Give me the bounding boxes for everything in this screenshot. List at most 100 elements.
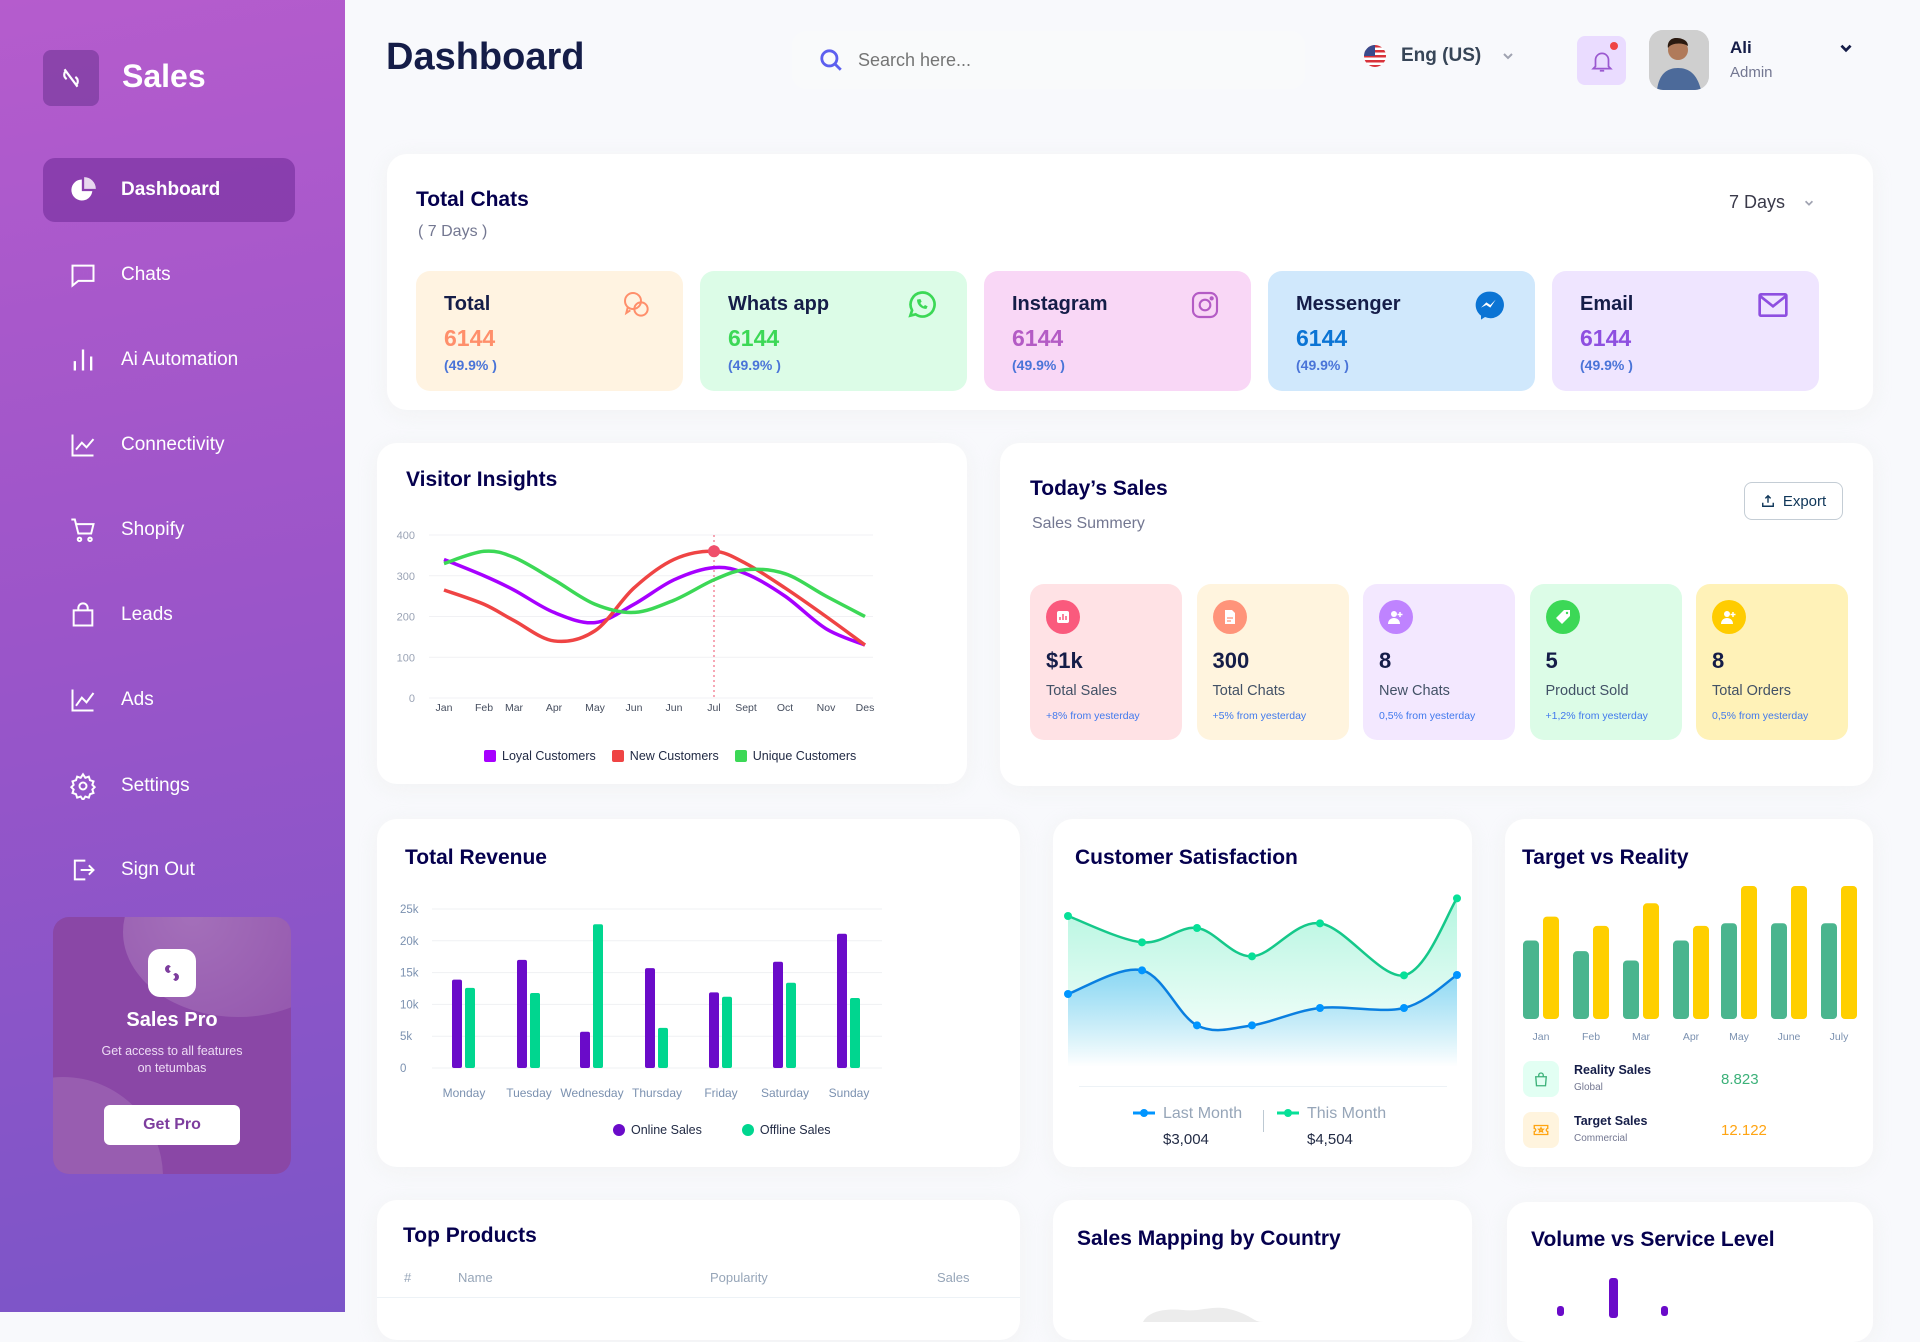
x-tick-label: Nov — [817, 702, 836, 714]
target-vs-reality-panel: Target vs Reality Jan Feb Mar Apr May June Jul… — [1505, 819, 1873, 1167]
tag-icon — [1545, 600, 1580, 634]
legend-item: Last Month — [1133, 1105, 1242, 1123]
sales-stat-label: Total Chats — [1212, 683, 1286, 699]
sidebar-item-connectivity[interactable]: Connectivity — [43, 413, 295, 477]
chat-stat-card-messenger[interactable]: Messenger 6144 (49.9% ) — [1268, 271, 1535, 391]
promo-title: Sales Pro — [126, 1009, 218, 1031]
bar-target-sales — [1593, 925, 1609, 1019]
x-tick-label: Apr — [1683, 1031, 1700, 1043]
sales-stat-change: 0,5% from yesterday — [1712, 710, 1809, 722]
x-tick-label: Apr — [546, 702, 563, 714]
x-tick-label: July — [1830, 1031, 1849, 1043]
whatsapp-icon — [905, 289, 937, 321]
legend-label: Last Month — [1163, 1105, 1243, 1122]
x-tick-label: May — [1729, 1031, 1750, 1043]
messenger-icon — [1473, 289, 1505, 321]
legend-dot — [613, 1124, 625, 1136]
data-point — [1316, 1004, 1324, 1012]
data-point — [1193, 924, 1201, 932]
export-button[interactable]: Export — [1744, 482, 1843, 520]
area-fill — [1068, 969, 1457, 1067]
bar-offline-sales — [850, 998, 860, 1068]
bar-online-sales — [837, 933, 847, 1068]
sales-stat-card-total-sales[interactable]: $1k Total Sales +8% from yesterday — [1030, 584, 1182, 740]
search-input[interactable] — [858, 49, 1278, 71]
language-label: Eng (US) — [1401, 45, 1482, 66]
logo-icon — [63, 68, 79, 88]
data-point — [1064, 912, 1072, 920]
add-user-icon — [1379, 600, 1413, 634]
sales-stat-label: Total Sales — [1046, 683, 1117, 699]
sales-stat-label: Total Orders — [1712, 683, 1791, 699]
data-point — [1064, 990, 1072, 998]
sidebar-item-sign-out[interactable]: Sign Out — [43, 838, 295, 902]
legend-label: Loyal Customers — [502, 749, 596, 763]
chat-stat-percent: (49.9% ) — [728, 357, 781, 373]
chat-stat-percent: (49.9% ) — [1012, 357, 1065, 373]
page-title: Dashboard — [386, 36, 585, 78]
sidebar-item-settings[interactable]: Settings — [43, 754, 295, 818]
sales-stat-card-product-sold[interactable]: 5 Product Sold +1,2% from yesterday — [1529, 584, 1682, 740]
us-flag-icon — [1364, 45, 1386, 67]
chat-stat-value: 6144 — [444, 325, 496, 351]
customer-satisfaction-title: Customer Satisfaction — [1075, 846, 1298, 869]
series-line-new-customers — [443, 549, 867, 647]
bar-online-sales — [645, 968, 655, 1068]
divider — [1079, 1086, 1447, 1087]
bar-offline-sales — [465, 987, 475, 1068]
sidebar-item-ai-automation[interactable]: Ai Automation — [43, 328, 295, 392]
range-select[interactable]: 7 Days — [1729, 192, 1815, 213]
sales-mapping-title: Sales Mapping by Country — [1077, 1227, 1341, 1250]
sidebar-item-chats[interactable]: Chats — [43, 243, 295, 307]
chat-stat-card-whats-app[interactable]: Whats app 6144 (49.9% ) — [700, 271, 967, 391]
document-icon — [1212, 600, 1247, 634]
chat-stat-card-instagram[interactable]: Instagram 6144 (49.9% ) — [984, 271, 1251, 391]
x-tick-label: Saturday — [761, 1086, 809, 1100]
bar-online-sales — [580, 1031, 590, 1068]
bar-reality-sales — [1573, 951, 1589, 1019]
highlight-point[interactable] — [708, 545, 720, 558]
pie-chart-icon — [67, 174, 99, 206]
data-point — [1453, 971, 1461, 979]
get-pro-button[interactable]: Get Pro — [104, 1105, 240, 1145]
bar-offline-sales — [658, 1027, 668, 1068]
sidebar-item-leads[interactable]: Leads — [43, 583, 295, 647]
sidebar-item-dashboard[interactable]: Dashboard — [43, 158, 295, 222]
sidebar-item-label: Connectivity — [121, 434, 225, 455]
sales-stat-card-total-chats[interactable]: 300 Total Chats +5% from yesterday — [1196, 584, 1349, 740]
bar-report-icon — [1046, 600, 1080, 634]
legend-label: Online Sales — [631, 1123, 702, 1137]
volume-bar — [1609, 1278, 1618, 1318]
divider — [1263, 1110, 1264, 1132]
cart-icon — [67, 514, 99, 546]
volume-bar — [1661, 1306, 1668, 1316]
y-tick-label: 400 — [397, 530, 415, 542]
language-selector[interactable]: Eng (US) — [1363, 44, 1515, 68]
chat-stat-label: Total — [444, 293, 491, 315]
legend-swatch — [611, 750, 624, 762]
logo — [43, 50, 99, 106]
column-header-popularity: Popularity — [710, 1270, 768, 1285]
trend-chart-icon — [67, 684, 99, 716]
summary-label: Target Sales — [1574, 1114, 1648, 1128]
sidebar-item-ads[interactable]: Ads — [43, 668, 295, 732]
range-select-value: 7 Days — [1729, 192, 1786, 212]
search-bar[interactable] — [792, 31, 1305, 89]
chat-stat-card-email[interactable]: Email 6144 (49.9% ) — [1552, 271, 1819, 391]
todays-sales-subtitle: Sales Summery — [1032, 515, 1145, 532]
x-tick-label: Feb — [1582, 1031, 1600, 1043]
sales-stat-card-new-chats[interactable]: 8 New Chats 0,5% from yesterday — [1363, 584, 1515, 740]
column-header-number: # — [404, 1270, 412, 1285]
sales-stat-card-total-orders[interactable]: 8 Total Orders 0,5% from yesterday — [1696, 584, 1848, 740]
chat-stat-card-total[interactable]: Total 6144 (49.9% ) — [416, 271, 683, 391]
legend-item: Unique Customers — [734, 749, 856, 763]
x-tick-label: Thursday — [632, 1086, 682, 1100]
avatar[interactable] — [1649, 30, 1709, 90]
x-tick-label: Monday — [443, 1086, 486, 1100]
y-tick-label: 15k — [400, 968, 419, 980]
user-menu-chevron-icon[interactable] — [1838, 40, 1854, 56]
notifications-button[interactable] — [1577, 36, 1626, 85]
sidebar-item-shopify[interactable]: Shopify — [43, 498, 295, 562]
export-icon — [1761, 494, 1774, 507]
legend-swatch — [484, 750, 496, 762]
